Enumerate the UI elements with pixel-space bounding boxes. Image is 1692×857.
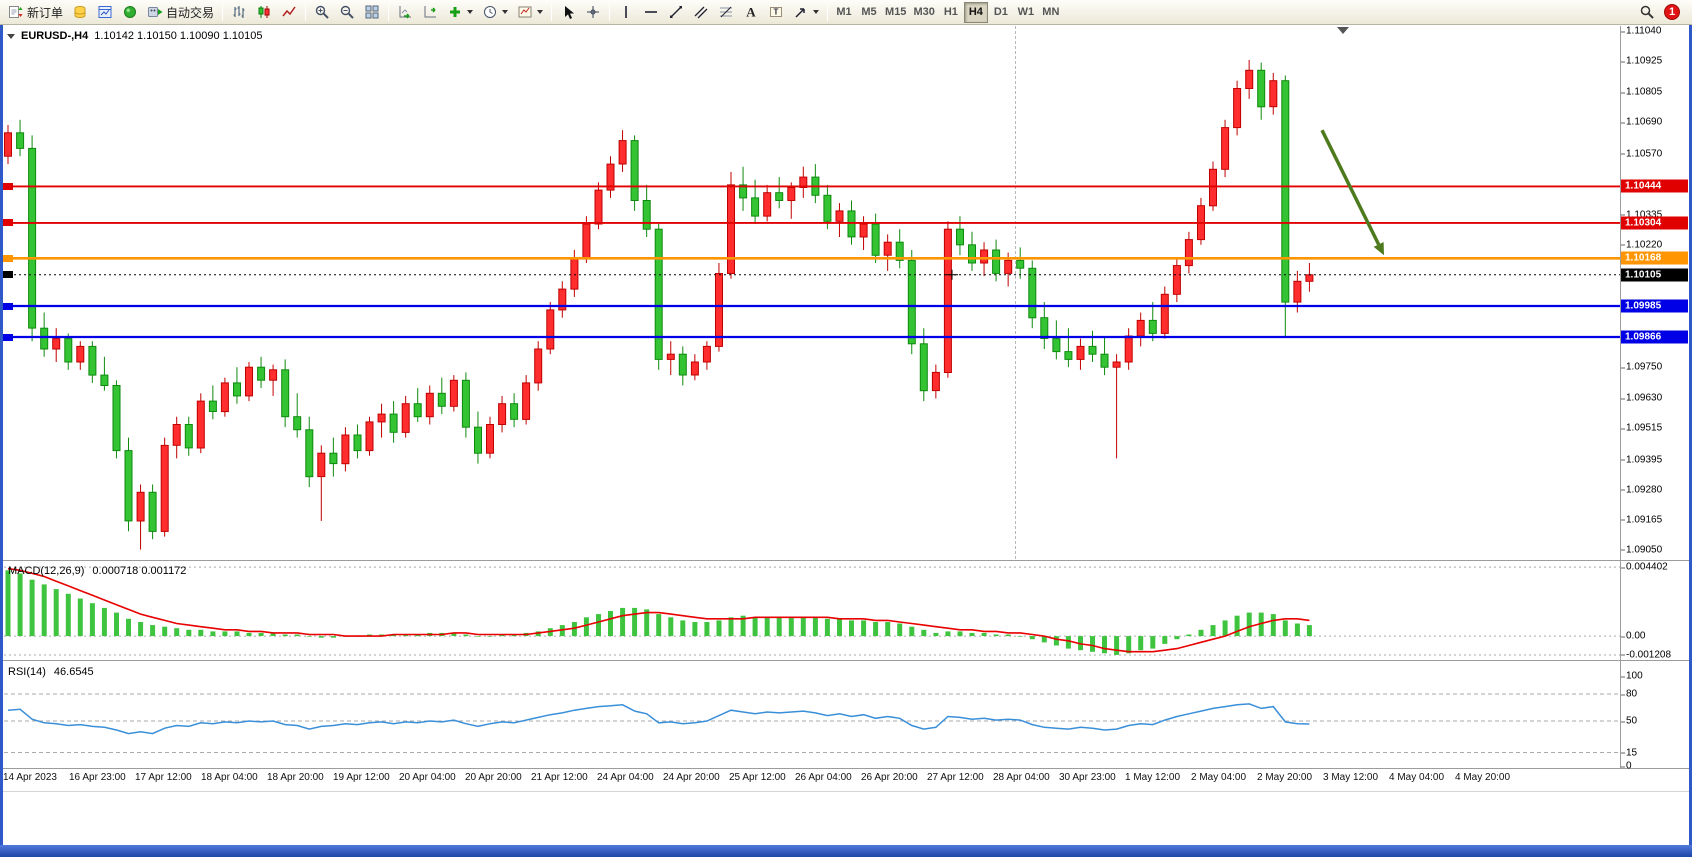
macd-panel-label: MACD(12,26,9) 0.000718 0.001172 [8,565,186,577]
timeframe-mn-button[interactable]: MN [1039,2,1063,23]
indicators-button[interactable] [443,2,477,23]
new-order-button[interactable]: 新订单 [4,2,67,23]
channel-icon [694,6,708,19]
timeframe-h4-button[interactable]: H4 [963,1,988,23]
tile-windows-icon [365,5,379,19]
chart-ohlc-values: 1.10142 1.10150 1.10090 1.10105 [94,30,263,42]
window-border-left [0,25,3,845]
auto-scroll-button[interactable] [393,2,417,23]
tile-windows-button[interactable] [360,2,384,23]
trendline-button[interactable] [664,2,688,23]
rsi-panel-label: RSI(14) 46.6545 [8,666,94,678]
toolbar-separator [551,3,553,21]
timeframe-m15-button[interactable]: M15 [882,2,909,23]
data-window-icon [98,6,112,18]
chart-header: EURUSD-,H4 1.10142 1.10150 1.10090 1.101… [7,30,262,42]
navigator-button[interactable] [118,2,142,23]
cursor-button[interactable] [556,2,580,23]
toolbar-separator [609,3,611,21]
navigator-icon [124,6,137,18]
zoom-out-icon [340,5,354,19]
market-watch-button[interactable] [68,2,92,23]
timeframe-m30-button[interactable]: M30 [910,2,937,23]
zoom-in-icon [315,5,329,19]
search-button[interactable] [1635,2,1659,23]
line-chart-button[interactable] [277,2,301,23]
trendline-icon [670,6,683,18]
crosshair-icon [587,6,600,18]
rsi-value: 46.6545 [53,666,94,678]
chart-shift-button[interactable] [418,2,442,23]
toolbar-separator [827,3,829,21]
dropdown-caret-icon [537,10,544,14]
label-tool-button[interactable]: T [764,2,788,23]
timeframe-m5-button[interactable]: M5 [857,2,881,23]
timeframe-m1-button[interactable]: M1 [832,2,856,23]
dropdown-caret-icon [813,10,820,14]
zoom-in-button[interactable] [310,2,334,23]
bar-chart-button[interactable] [227,2,251,23]
window-border-bottom [0,845,1692,857]
line-chart-icon [282,6,296,17]
macd-name: MACD(12,26,9) [8,565,85,577]
horizontal-line-button[interactable] [639,2,663,23]
search-icon [1640,5,1654,19]
periods-button[interactable] [478,2,512,23]
label-tool-icon: T [770,7,783,17]
dropdown-caret-icon [467,10,474,14]
add-indicator-icon [450,7,461,17]
data-window-button[interactable] [93,2,117,23]
clock-icon [484,6,497,18]
fibonacci-button[interactable] [714,2,738,23]
cursor-icon [565,6,575,19]
horizontal-line-icon [645,11,658,13]
vertical-line-button[interactable] [614,2,638,23]
notification-badge[interactable]: 1 [1664,4,1680,20]
autotrade-icon [148,7,163,17]
template-chart-icon [518,6,532,18]
crosshair-button[interactable] [581,2,605,23]
templates-button[interactable] [513,2,547,23]
fibonacci-icon [720,6,733,18]
timeframe-h1-button[interactable]: H1 [939,2,963,23]
autotrade-button[interactable]: 自动交易 [143,2,218,23]
text-tool-icon: A [746,5,756,20]
chart-shift-icon [424,6,437,18]
channel-button[interactable] [689,2,713,23]
chart-symbol-period: EURUSD-,H4 [21,30,89,42]
candlestick-chart-button[interactable] [252,2,276,23]
auto-scroll-icon [399,6,412,19]
svg-text:A: A [746,5,756,20]
toolbar-separator [222,3,224,21]
candlestick-chart-icon [258,6,270,18]
shapes-button[interactable] [789,2,823,23]
text-tool-button[interactable]: A [739,2,763,23]
new-order-icon [9,6,23,18]
market-watch-icon [74,6,86,19]
bar-chart-icon [233,6,245,18]
rsi-name: RSI(14) [8,666,46,678]
macd-values: 0.000718 0.001172 [92,565,187,577]
window-border-right [1689,25,1692,845]
zoom-out-button[interactable] [335,2,359,23]
vertical-line-icon [625,6,627,18]
autotrade-label: 自动交易 [166,5,215,20]
timeframe-d1-button[interactable]: D1 [989,2,1013,23]
new-order-label: 新订单 [27,5,64,20]
timeframe-w1-button[interactable]: W1 [1014,2,1038,23]
toolbar-separator [305,3,307,21]
arrow-shape-icon [795,8,805,18]
dropdown-caret-icon [502,10,509,14]
one-click-trading-arrow-icon[interactable] [7,33,15,39]
toolbar-separator [388,3,390,21]
main-toolbar: 新订单 [0,0,1692,25]
svg-text:T: T [774,8,779,17]
